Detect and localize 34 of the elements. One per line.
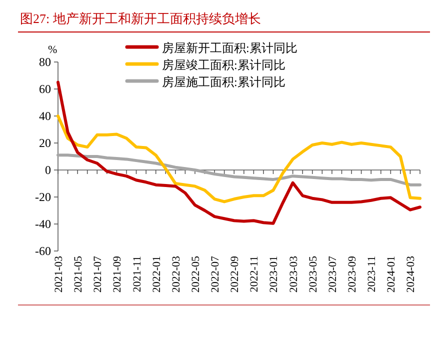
x-tick-label: 2023-03 [288,256,300,293]
y-tick-label: 80 [39,55,51,69]
y-tick-label: 0 [45,163,51,177]
x-tick-label: 2022-03 [170,256,182,293]
x-tick-label: 2023-01 [268,256,280,293]
x-tick-label: 2022-11 [248,256,261,292]
y-tick-label: -20 [35,190,51,204]
x-tick-label: 2021-11 [131,256,144,292]
x-tick-label: 2023-07 [326,256,339,293]
y-tick-label: 40 [39,109,51,123]
x-tick-label: 2021-05 [72,256,85,293]
x-tick-label: 2021-09 [112,256,124,293]
x-tick-label: 2022-09 [229,256,242,293]
line-series [56,114,422,204]
y-tick-label: 60 [39,82,51,96]
x-tick-label: 2023-11 [366,256,378,292]
line-series [56,154,422,186]
x-tick-label: 2022-01 [150,256,163,293]
y-tick-label: 20 [39,136,51,150]
x-tick-label: 2023-09 [346,256,359,293]
legend-label: 房屋新开工面积:累计同比 [162,41,298,55]
y-axis-title: % [48,44,58,56]
x-tick-label: 2021-03 [53,256,65,293]
x-tick-label: 2021-07 [92,256,104,293]
x-tick-label: 2023-05 [307,256,320,293]
x-tick-label: 2022-05 [190,256,202,293]
x-tick-label: 2024-03 [405,256,418,293]
x-tick-label: 2022-07 [210,256,222,293]
chart-title: 图27: 地产新开工和新开工面积持续负增长 [20,11,261,26]
y-tick-label: -60 [35,244,51,258]
legend-label: 房屋竣工面积:累计同比 [162,58,286,72]
x-tick-label: 2024-01 [386,256,398,293]
legend-label: 房屋施工面积:累计同比 [162,75,286,89]
y-tick-label: -40 [35,217,51,231]
